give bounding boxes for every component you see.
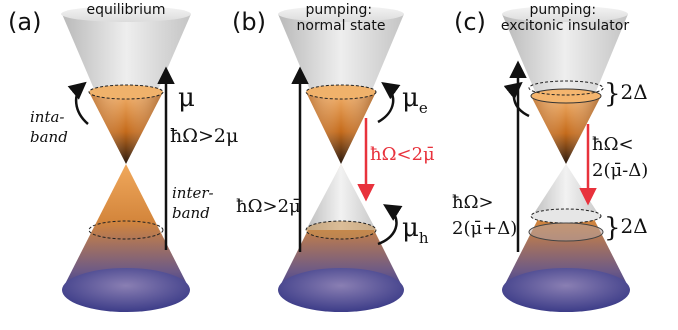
panel-b-hole-region [306,164,376,230]
panel-b-lower-cone-base [278,268,404,312]
panel-a-interband-ring [88,220,164,240]
panel-a: (a) inta- band μ ħΩ>2μ inter- band equil… [8,2,238,312]
panel-c-lower-gap-band [528,222,604,242]
panel-b: (b) μe μh ħΩ<2μ̄ ħΩ>2μ̄ pumping: normal … [232,2,435,312]
panel-c-gap-top-label: }2Δ [604,79,648,109]
panel-b-title: pumping: normal state [297,2,386,34]
panel-a-label: (a) [8,8,41,36]
panel-c-title: pumping: excitonic insulator [501,2,629,34]
panel-c-upper-gap-band [530,88,602,104]
panel-c-lower-cone-base [502,268,630,312]
panel-b-mu-e-arrow [377,81,401,124]
panel-a-upper-cone-rim [61,6,191,22]
panel-a-fermi-surface [88,84,164,100]
panel-c-intraband-arrow [503,81,530,118]
panel-b-mu-h-label: μh [402,213,429,247]
panel-c-black-label: ħΩ> 2(μ̄+Δ) [452,192,517,239]
panel-a-interband-label: inter- band [172,184,218,222]
panel-b-label: (b) [232,8,266,36]
panel-a-mu-label: μ [178,83,195,113]
panel-c-upper-cone-rim [502,6,628,22]
panel-c-lower-gap-ring [530,208,602,224]
panel-c: (c) }2Δ }2Δ ħΩ< 2(μ̄-Δ) ħΩ> 2(μ̄+Δ) pump… [452,2,648,312]
panel-a-lower-cone-base [62,268,190,312]
panel-b-black-label: ħΩ>2μ̄ [236,196,301,217]
panel-c-gap-bottom-label: }2Δ [604,213,648,243]
panel-b-upper-cone-rim [278,6,404,22]
panel-b-mu-e-label: μe [402,83,428,117]
panel-a-title: equilibrium [86,2,165,18]
panel-a-intraband-label: inta- band [30,108,69,146]
panel-a-lower-cone [62,164,190,290]
panel-a-intraband-arrow [67,81,89,125]
panel-a-transition-label: ħΩ>2μ [170,125,238,147]
panel-b-mu-h-arrow [377,204,403,246]
panel-b-red-label: ħΩ<2μ̄ [370,144,435,165]
panel-b-hole-fermi-surface [305,220,377,240]
panel-b-electron-fermi-surface [305,84,377,100]
panel-c-label: (c) [454,8,486,36]
panel-c-upper-gap-ring [528,80,604,96]
panel-c-red-label: ħΩ< 2(μ̄-Δ) [592,134,648,181]
